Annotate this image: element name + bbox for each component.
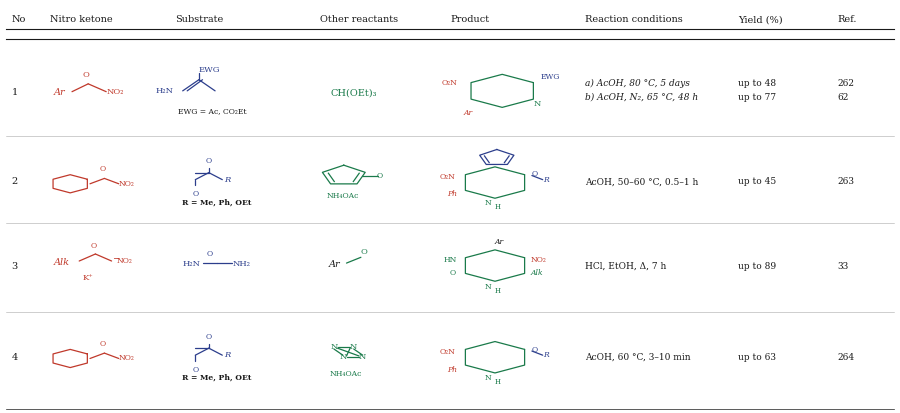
Text: O₂N: O₂N: [439, 173, 455, 181]
Text: up to 48: up to 48: [738, 79, 776, 88]
Text: H: H: [495, 203, 500, 211]
Text: R = Me, Ph, OEt: R = Me, Ph, OEt: [182, 198, 251, 206]
Text: NO₂: NO₂: [531, 256, 547, 264]
Text: O: O: [532, 170, 538, 178]
Text: N: N: [484, 374, 491, 382]
Text: R: R: [543, 176, 548, 184]
Text: No: No: [12, 15, 26, 24]
Text: NO₂: NO₂: [119, 180, 135, 188]
Text: a) AcOH, 80 °C, 5 days: a) AcOH, 80 °C, 5 days: [585, 79, 690, 88]
Text: HN: HN: [444, 256, 457, 264]
Text: H₂N: H₂N: [183, 260, 201, 268]
Text: O: O: [193, 190, 198, 198]
Text: Nitro ketone: Nitro ketone: [50, 15, 112, 24]
Text: NH₂: NH₂: [232, 260, 250, 268]
Text: N: N: [330, 343, 338, 351]
Text: 3: 3: [12, 262, 18, 271]
Text: Product: Product: [450, 15, 489, 24]
Text: R: R: [224, 351, 230, 359]
Text: O: O: [207, 250, 212, 258]
Text: NO₂: NO₂: [117, 257, 133, 265]
Text: O: O: [532, 346, 538, 354]
Text: O: O: [376, 171, 382, 180]
Text: K⁺: K⁺: [83, 274, 94, 282]
Text: NO₂: NO₂: [106, 88, 123, 96]
Text: O: O: [206, 157, 211, 165]
Text: HCl, EtOH, Δ, 7 h: HCl, EtOH, Δ, 7 h: [585, 262, 666, 271]
Text: 262: 262: [837, 79, 854, 88]
Text: N: N: [350, 343, 357, 351]
Text: Yield (%): Yield (%): [738, 15, 783, 24]
Text: up to 45: up to 45: [738, 177, 776, 186]
Text: O: O: [206, 333, 211, 341]
Text: AcOH, 50–60 °C, 0.5–1 h: AcOH, 50–60 °C, 0.5–1 h: [585, 177, 698, 186]
Text: Ph: Ph: [447, 366, 457, 374]
Text: O: O: [193, 366, 198, 373]
Text: O: O: [91, 242, 96, 250]
Text: 2: 2: [12, 177, 18, 186]
Text: N: N: [484, 199, 491, 207]
Text: up to 63: up to 63: [738, 353, 776, 362]
Text: AcOH, 60 °C, 3–10 min: AcOH, 60 °C, 3–10 min: [585, 353, 690, 362]
Text: Ph: Ph: [447, 190, 457, 198]
Text: H₂N: H₂N: [156, 87, 174, 95]
Text: Ar: Ar: [464, 109, 472, 116]
Text: N: N: [484, 283, 491, 291]
Text: b) AcOH, N₂, 65 °C, 48 h: b) AcOH, N₂, 65 °C, 48 h: [585, 93, 698, 102]
Text: 62: 62: [837, 93, 849, 102]
Text: Alk: Alk: [531, 268, 544, 277]
Text: Ar: Ar: [495, 238, 504, 246]
Text: EWG: EWG: [199, 66, 220, 74]
Text: 263: 263: [837, 177, 854, 186]
Text: EWG = Ac, CO₂Et: EWG = Ac, CO₂Et: [178, 107, 247, 116]
Text: R: R: [543, 351, 548, 359]
Text: Substrate: Substrate: [176, 15, 224, 24]
Text: Ref.: Ref.: [837, 15, 857, 24]
Text: Alk: Alk: [54, 258, 70, 267]
Text: CH(OEt)₃: CH(OEt)₃: [330, 88, 377, 97]
Text: O: O: [83, 71, 90, 79]
Text: N: N: [339, 353, 346, 361]
Text: 4: 4: [12, 353, 18, 362]
Text: N: N: [534, 100, 541, 109]
Text: up to 77: up to 77: [738, 93, 776, 102]
Text: Ar: Ar: [328, 260, 340, 269]
Text: O₂N: O₂N: [439, 348, 455, 356]
Text: up to 89: up to 89: [738, 262, 776, 271]
Text: O₂N: O₂N: [441, 78, 457, 87]
Text: O: O: [361, 249, 368, 256]
Text: NH₄OAc: NH₄OAc: [329, 370, 362, 378]
Text: Reaction conditions: Reaction conditions: [585, 15, 683, 24]
Text: N: N: [359, 353, 366, 361]
Text: Ar: Ar: [54, 88, 66, 97]
Text: 264: 264: [837, 353, 854, 362]
Text: H: H: [495, 378, 500, 386]
Text: O: O: [100, 340, 105, 348]
Text: 33: 33: [837, 262, 848, 271]
Text: O: O: [449, 268, 455, 277]
Text: R: R: [224, 176, 230, 184]
Text: 1: 1: [12, 88, 18, 97]
Text: NO₂: NO₂: [119, 354, 135, 363]
Text: R = Me, Ph, OEt: R = Me, Ph, OEt: [182, 374, 251, 382]
Text: O: O: [100, 166, 105, 173]
Text: H: H: [495, 287, 500, 295]
Text: −: −: [112, 254, 119, 263]
Text: Other reactants: Other reactants: [320, 15, 398, 24]
Text: NH₄OAc: NH₄OAc: [327, 192, 359, 200]
Text: EWG: EWG: [541, 73, 561, 81]
